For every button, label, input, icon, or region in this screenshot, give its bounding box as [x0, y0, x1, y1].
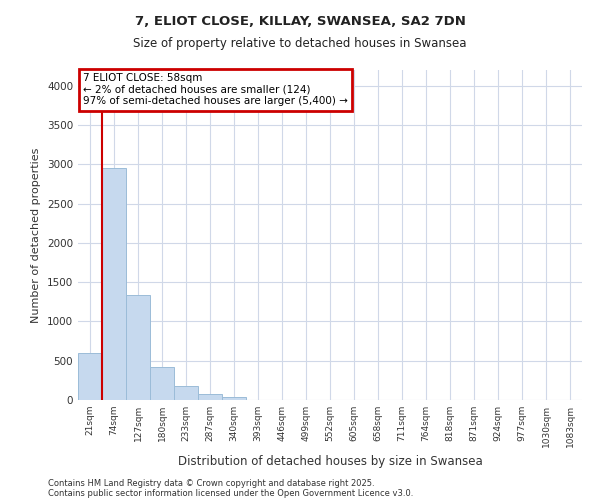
Bar — [78, 353, 102, 400]
Bar — [198, 394, 222, 400]
Bar — [222, 397, 246, 400]
Y-axis label: Number of detached properties: Number of detached properties — [31, 148, 41, 322]
Text: Size of property relative to detached houses in Swansea: Size of property relative to detached ho… — [133, 38, 467, 51]
Bar — [150, 367, 174, 400]
Bar — [102, 168, 126, 400]
X-axis label: Distribution of detached houses by size in Swansea: Distribution of detached houses by size … — [178, 456, 482, 468]
Text: Contains HM Land Registry data © Crown copyright and database right 2025.: Contains HM Land Registry data © Crown c… — [48, 478, 374, 488]
Text: 7 ELIOT CLOSE: 58sqm
← 2% of detached houses are smaller (124)
97% of semi-detac: 7 ELIOT CLOSE: 58sqm ← 2% of detached ho… — [83, 74, 348, 106]
Text: 7, ELIOT CLOSE, KILLAY, SWANSEA, SA2 7DN: 7, ELIOT CLOSE, KILLAY, SWANSEA, SA2 7DN — [134, 15, 466, 28]
Bar — [174, 386, 198, 400]
Text: Contains public sector information licensed under the Open Government Licence v3: Contains public sector information licen… — [48, 488, 413, 498]
Bar — [126, 294, 150, 400]
